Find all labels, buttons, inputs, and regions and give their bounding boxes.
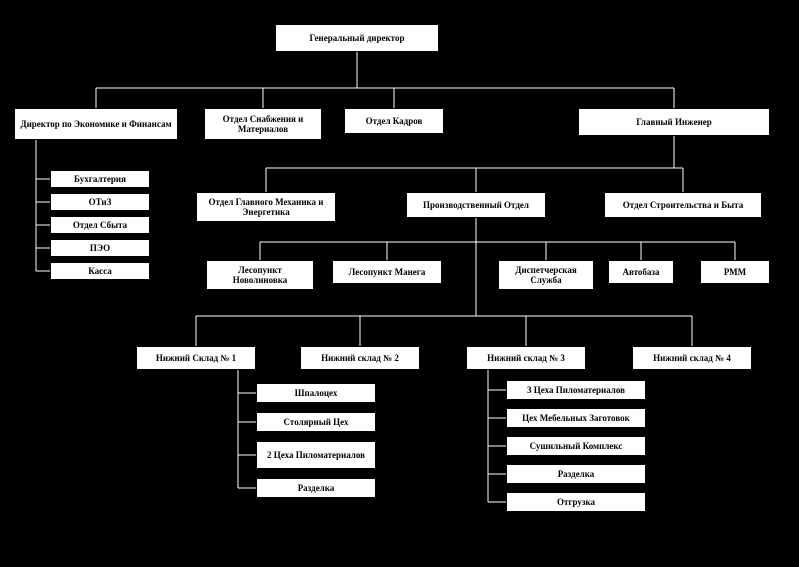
org-node-label: Касса — [88, 266, 112, 276]
org-node-stolyar: Столярный Цех — [256, 412, 376, 432]
org-node-label: Лесопункт Манега — [349, 267, 426, 277]
org-node-kassa: Касса — [50, 262, 150, 280]
org-node-peo: ПЭО — [50, 239, 150, 257]
org-node-sklad1: Нижний Склад № 1 — [136, 346, 256, 370]
org-node-label: Разделка — [298, 483, 335, 493]
org-node-ceh3: 3 Цеха Пиломатериалов — [506, 380, 646, 400]
org-node-label: Сушильный Комплекс — [530, 441, 623, 451]
org-node-otiz: ОТиЗ — [50, 193, 150, 211]
org-node-mebel: Цех Мебельных Заготовок — [506, 408, 646, 428]
org-node-sbyt: Отдел Сбыта — [50, 216, 150, 234]
org-node-label: Нижний склад № 2 — [321, 353, 399, 363]
org-node-label: Производственный Отдел — [423, 200, 529, 210]
org-node-les_nov: Лесопункт Новолиновка — [206, 260, 314, 290]
org-node-label: Отдел Сбыта — [73, 220, 127, 230]
org-node-label: Шпалоцех — [295, 388, 338, 398]
org-node-label: Нижний Склад № 1 — [156, 353, 236, 363]
org-node-ogme: Отдел Главного Механика и Энергетика — [196, 192, 336, 222]
org-node-label: Отдел Снабжения и Материалов — [208, 114, 318, 135]
org-node-label: Разделка — [558, 469, 595, 479]
org-node-razd2: Разделка — [506, 464, 646, 484]
org-node-sklad3: Нижний склад № 3 — [466, 346, 586, 370]
org-node-otd_snab: Отдел Снабжения и Материалов — [204, 108, 322, 140]
org-node-shpal: Шпалоцех — [256, 383, 376, 403]
org-node-autobaza: Автобаза — [608, 260, 674, 284]
org-node-rmm: РММ — [700, 260, 770, 284]
org-node-disp: Диспетчерская Служба — [498, 260, 594, 290]
org-node-ceh2: 2 Цеха Пиломатериалов — [256, 441, 376, 469]
org-node-label: 2 Цеха Пиломатериалов — [267, 450, 365, 460]
org-node-dir_econ: Директор по Экономике и Финансам — [14, 108, 178, 140]
org-node-prod: Производственный Отдел — [406, 192, 546, 218]
org-node-stroi: Отдел Строительства и Быта — [604, 192, 762, 218]
org-node-label: Столярный Цех — [284, 417, 349, 427]
org-node-otgruzka: Отгрузка — [506, 492, 646, 512]
org-node-label: ПЭО — [90, 243, 110, 253]
org-node-chief_eng: Главный Инженер — [578, 108, 770, 136]
org-node-label: Автобаза — [622, 267, 659, 277]
org-node-sushil: Сушильный Комплекс — [506, 436, 646, 456]
org-node-label: Директор по Экономике и Финансам — [20, 119, 171, 129]
org-node-label: Отдел Главного Механика и Энергетика — [200, 197, 332, 218]
org-node-buh: Бухгалтерия — [50, 170, 150, 188]
org-node-label: Лесопункт Новолиновка — [210, 265, 310, 286]
org-node-label: Отдел Строительства и Быта — [623, 200, 743, 210]
org-node-otd_kadr: Отдел Кадров — [344, 108, 444, 134]
org-node-razd1: Разделка — [256, 478, 376, 498]
org-node-label: РММ — [724, 267, 746, 277]
org-node-sklad4: Нижний склад № 4 — [632, 346, 752, 370]
org-node-label: Нижний склад № 3 — [487, 353, 565, 363]
org-node-label: Нижний склад № 4 — [653, 353, 731, 363]
org-node-label: Цех Мебельных Заготовок — [522, 413, 630, 423]
org-node-label: ОТиЗ — [89, 197, 112, 207]
org-node-sklad2: Нижний склад № 2 — [300, 346, 420, 370]
org-node-gen_dir: Генеральный директор — [275, 24, 439, 52]
org-node-les_man: Лесопункт Манега — [332, 260, 442, 284]
org-node-label: Генеральный директор — [310, 33, 405, 43]
org-node-label: Отдел Кадров — [366, 116, 423, 126]
org-node-label: Отгрузка — [557, 497, 595, 507]
org-node-label: Бухгалтерия — [74, 174, 126, 184]
org-node-label: Диспетчерская Служба — [502, 265, 590, 286]
org-node-label: Главный Инженер — [636, 117, 712, 127]
org-node-label: 3 Цеха Пиломатериалов — [527, 385, 625, 395]
